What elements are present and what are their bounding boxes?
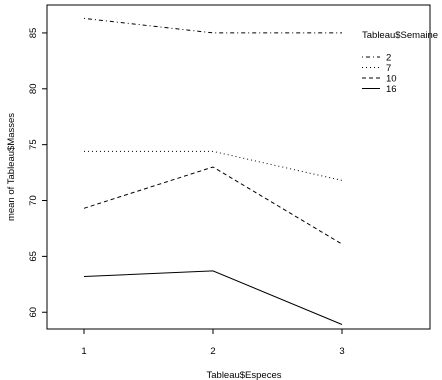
x-axis: 1 2 3 bbox=[81, 329, 345, 357]
x-tick-label: 1 bbox=[81, 346, 86, 357]
y-tick-label: 80 bbox=[28, 84, 39, 95]
legend-label-2: 2 bbox=[386, 53, 391, 64]
series-line-10 bbox=[83, 166, 343, 245]
legend-title: Tableau$Semaine bbox=[362, 30, 438, 41]
y-axis-label: mean of Tableau$Masses bbox=[6, 113, 17, 221]
series-line-7 bbox=[84, 150, 343, 181]
legend-label-10: 10 bbox=[386, 74, 397, 85]
series-line-2 bbox=[83, 17, 342, 34]
legend-label-16: 16 bbox=[386, 84, 397, 95]
series-line-16 bbox=[83, 270, 343, 325]
y-tick-label: 70 bbox=[28, 195, 39, 206]
x-tick-label: 3 bbox=[339, 346, 344, 357]
y-tick-label: 75 bbox=[28, 139, 39, 150]
y-axis: 60 65 70 75 80 85 bbox=[28, 28, 47, 318]
x-tick-label: 2 bbox=[210, 346, 215, 357]
y-tick-label: 65 bbox=[28, 251, 39, 262]
plot-frame bbox=[46, 4, 431, 330]
series-lines bbox=[83, 17, 343, 325]
y-tick-label: 85 bbox=[28, 28, 39, 39]
legend-label-7: 7 bbox=[386, 63, 391, 74]
x-axis-label: Tableau$Especes bbox=[207, 370, 282, 380]
y-tick-label: 60 bbox=[28, 307, 39, 318]
